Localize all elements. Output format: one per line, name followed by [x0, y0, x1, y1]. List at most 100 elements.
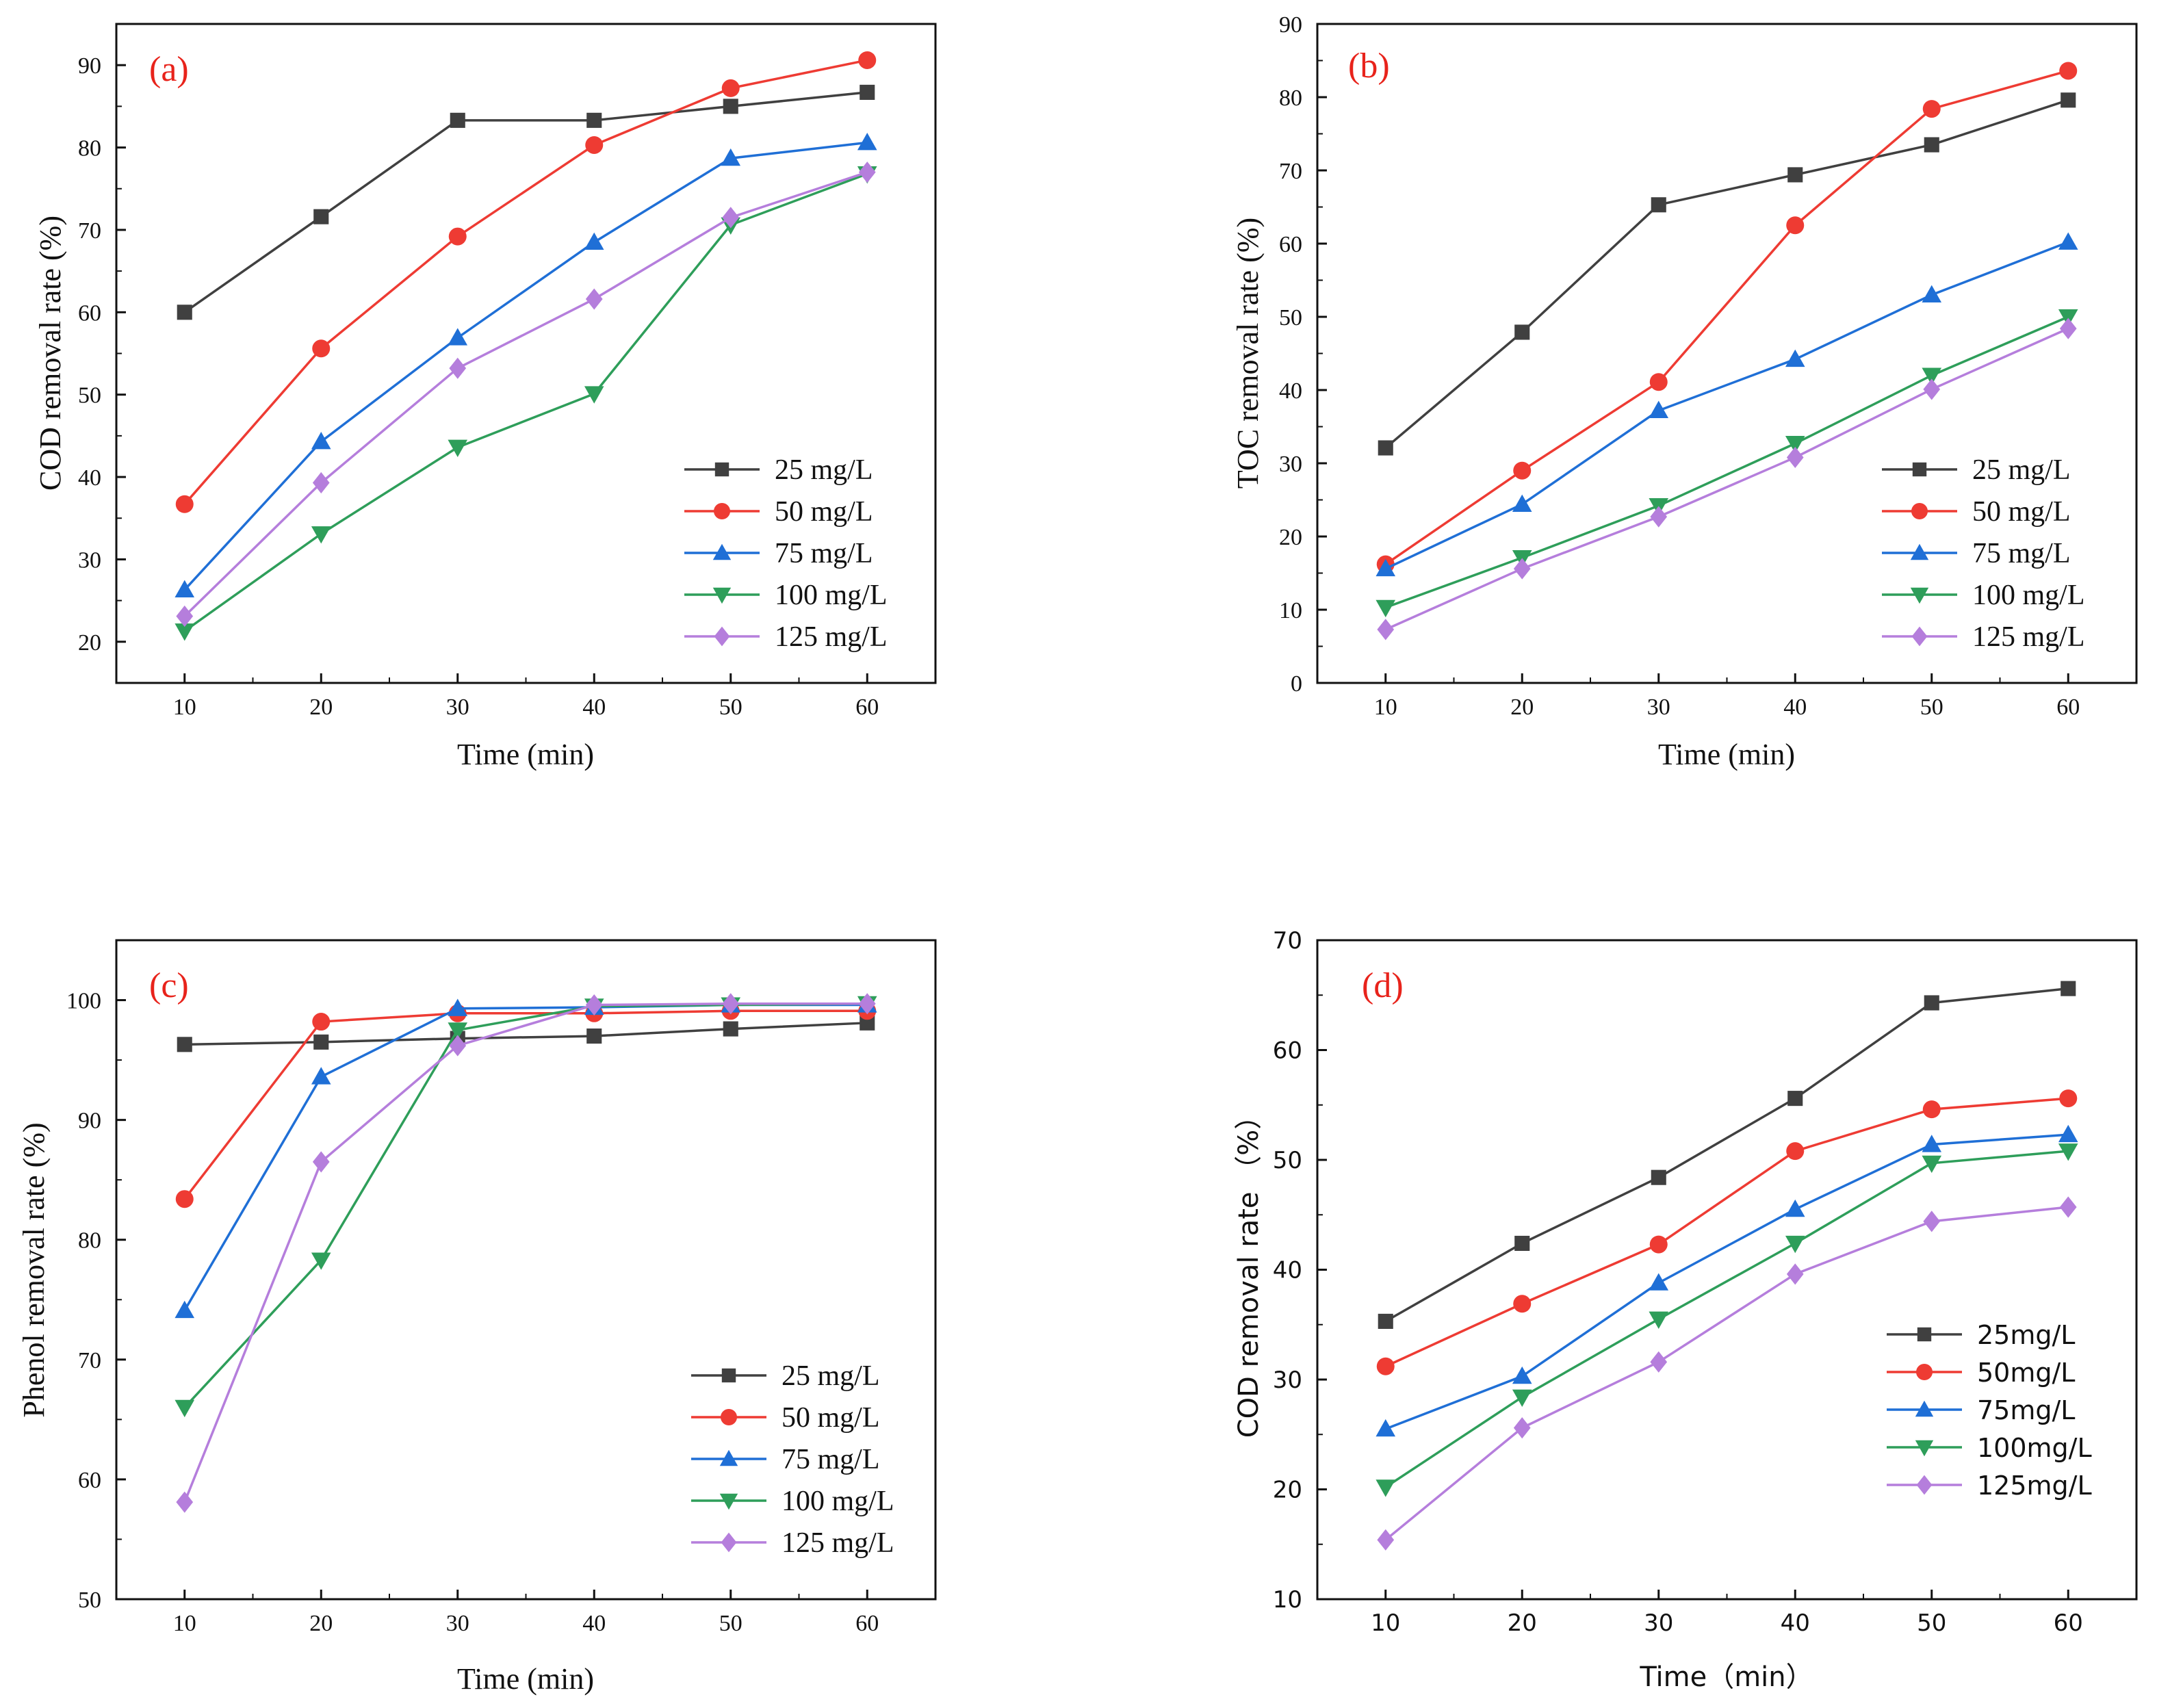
panel-b-series-1-point	[1378, 440, 1393, 456]
panel-a-x-axis-title: Time (min)	[457, 738, 594, 771]
panel-d-series-4-point	[1375, 1479, 1396, 1497]
panel-a-legend-marker-4	[712, 587, 732, 604]
panel-c-series-2-point	[175, 1190, 194, 1208]
panel-d-y-tick-label: 20	[1273, 1477, 1302, 1504]
panel-a-series-1-point	[586, 112, 602, 128]
panel-d-series-2-point	[2059, 1089, 2078, 1108]
panel-a-series-4-point	[448, 439, 468, 458]
panel-d-series-line-3	[1385, 1133, 2069, 1430]
panel-d-series-3-point	[1512, 1366, 1532, 1384]
panel-d-label: (d)	[1362, 966, 1404, 1005]
panel-c-legend: 25 mg/L 50 mg/L 75 mg/L 100 mg/L 125 mg/L	[691, 1360, 894, 1559]
panel-a-legend-marker-2	[714, 503, 730, 519]
panel-c-series-5-point	[176, 1491, 194, 1513]
panel-d-series-5-point	[2059, 1196, 2077, 1218]
panel-c-series-3-point	[448, 998, 468, 1016]
panel-a-legend-label-5: 125 mg/L	[775, 621, 888, 653]
panel-b-series-3-point	[1785, 349, 1805, 367]
panel-b-series-2-point	[1922, 100, 1941, 118]
panel-d-x-axis-title: Time（min）	[1639, 1661, 1813, 1693]
panel-b-legend-label-2: 50 mg/L	[1972, 496, 2071, 528]
panel-b-series-5-point	[1923, 378, 1941, 400]
panel-a-series-1-point	[860, 84, 875, 100]
panel-b-series-line-3	[1385, 241, 2069, 570]
panel-a-series-line-4	[183, 172, 868, 632]
panel-a-series-line-5	[183, 171, 868, 617]
panel-c-series-5-point	[858, 993, 876, 1015]
panel-d-legend-marker-4	[1915, 1440, 1934, 1457]
panel-c-series-line-5	[183, 1002, 868, 1503]
panel-c-x-axis-title: Time (min)	[457, 1662, 594, 1696]
panel-b-series-1-point	[2061, 92, 2076, 108]
panel-c-legend-marker-4	[719, 1493, 738, 1510]
panel-a-y-tick-label: 80	[78, 136, 101, 161]
panel-a-series-line-3	[183, 141, 868, 591]
panel-b-series-3-point	[1375, 558, 1396, 577]
panel-a-y-tick-label: 70	[78, 218, 101, 244]
panel-d-series-5-point	[1786, 1263, 1804, 1285]
panel-a-series-5-point	[722, 207, 740, 229]
panel-c-series-1-point	[313, 1034, 329, 1050]
panel-b-series-2-point	[1649, 373, 1668, 391]
panel-b-y-tick-label: 50	[1279, 305, 1302, 331]
panel-c-legend-label-2: 50 mg/L	[782, 1402, 880, 1434]
panel-a-y-tick-label: 60	[78, 300, 101, 326]
panel-c-legend-label-4: 100 mg/L	[782, 1486, 894, 1517]
panel-a-series-5-point	[449, 357, 467, 379]
panel-a-series-3-point	[311, 432, 331, 450]
panel-d-legend-marker-1	[1917, 1327, 1932, 1342]
panel-b-y-tick-label: 20	[1279, 525, 1302, 550]
panel-a-series-3-point	[448, 328, 468, 346]
panel-d-y-tick-label: 40	[1273, 1257, 1302, 1284]
panel-b-legend-label-4: 100 mg/L	[1972, 580, 2085, 611]
panel-c-series-3-point	[311, 1067, 331, 1085]
panel-c-x-tick-label: 50	[719, 1611, 742, 1636]
panel-c-series-4-point	[311, 1252, 331, 1270]
panel-a-legend-marker-3	[712, 543, 732, 560]
panel-d-series-1-point	[1787, 1091, 1803, 1107]
panel-b-series-5-point	[1513, 558, 1531, 580]
panel-a-y-axis-title: COD removal rate (%)	[34, 216, 67, 491]
panel-a-legend-marker-1	[714, 462, 729, 477]
panel-d-legend-label-2: 50mg/L	[1977, 1358, 2075, 1388]
panel-d-series-line-4	[1384, 1150, 2069, 1488]
panel-b-legend-label-1: 25 mg/L	[1972, 454, 2071, 486]
panel-b-x-axis-title: Time (min)	[1658, 738, 1795, 771]
panel-b-x-tick-label: 50	[1920, 695, 1943, 720]
panel-d-y-tick-label: 60	[1273, 1037, 1302, 1065]
panel-b-x-tick-label: 20	[1510, 695, 1534, 720]
panel-c-y-tick-label: 100	[66, 989, 101, 1014]
panel-b-label: (b)	[1348, 47, 1390, 86]
panel-b-x-tick-label: 10	[1374, 695, 1397, 720]
panel-b-y-tick-label: 30	[1279, 452, 1302, 477]
panel-b-y-tick-label: 10	[1279, 598, 1302, 623]
panel-c-y-tick-label: 90	[78, 1109, 101, 1134]
panel-c-series-line-3	[183, 1003, 868, 1311]
panel-d-series-1-point	[1514, 1235, 1530, 1252]
panel-c-legend-label-3: 75 mg/L	[782, 1444, 880, 1475]
panel-b-y-tick-label: 40	[1279, 378, 1302, 404]
panel-c-y-tick-label: 70	[78, 1348, 101, 1373]
panel-d-series-3-point	[1375, 1419, 1396, 1437]
panel-b-legend-marker-2	[1911, 503, 1928, 519]
panel-a-legend-label-4: 100 mg/L	[775, 580, 888, 611]
panel-b-series-line-4	[1385, 315, 2069, 609]
panel-d-series-2-point	[1513, 1295, 1532, 1313]
panel-c-y-tick-label: 60	[78, 1468, 101, 1493]
panel-a-y-tick-label: 20	[78, 630, 101, 656]
panel-d-legend: 25mg/L 50mg/L 75mg/L 100mg/L 125mg/L	[1887, 1320, 2092, 1501]
panel-b-y-tick-label: 70	[1279, 159, 1302, 184]
panel-a-y-tick-label: 50	[78, 383, 101, 409]
panel-a-legend: 25 mg/L 50 mg/L 75 mg/L 100 mg/L 125 mg/L	[684, 454, 888, 653]
panel-d-legend-label-1: 25mg/L	[1977, 1320, 2075, 1350]
panel-a-series-1-point	[723, 99, 738, 114]
panel-d-y-tick-label: 50	[1273, 1147, 1302, 1174]
panel-b-x-tick-label: 40	[1783, 695, 1807, 720]
panel-d-series-2-point	[1649, 1235, 1668, 1254]
panel-b-legend-marker-5	[1911, 626, 1928, 647]
panel-b-series-3-point	[2058, 232, 2078, 250]
panel-d-legend-marker-5	[1916, 1475, 1933, 1495]
panel-b-y-tick-label: 0	[1291, 671, 1302, 697]
panel-b-series-2-point	[1513, 461, 1532, 480]
